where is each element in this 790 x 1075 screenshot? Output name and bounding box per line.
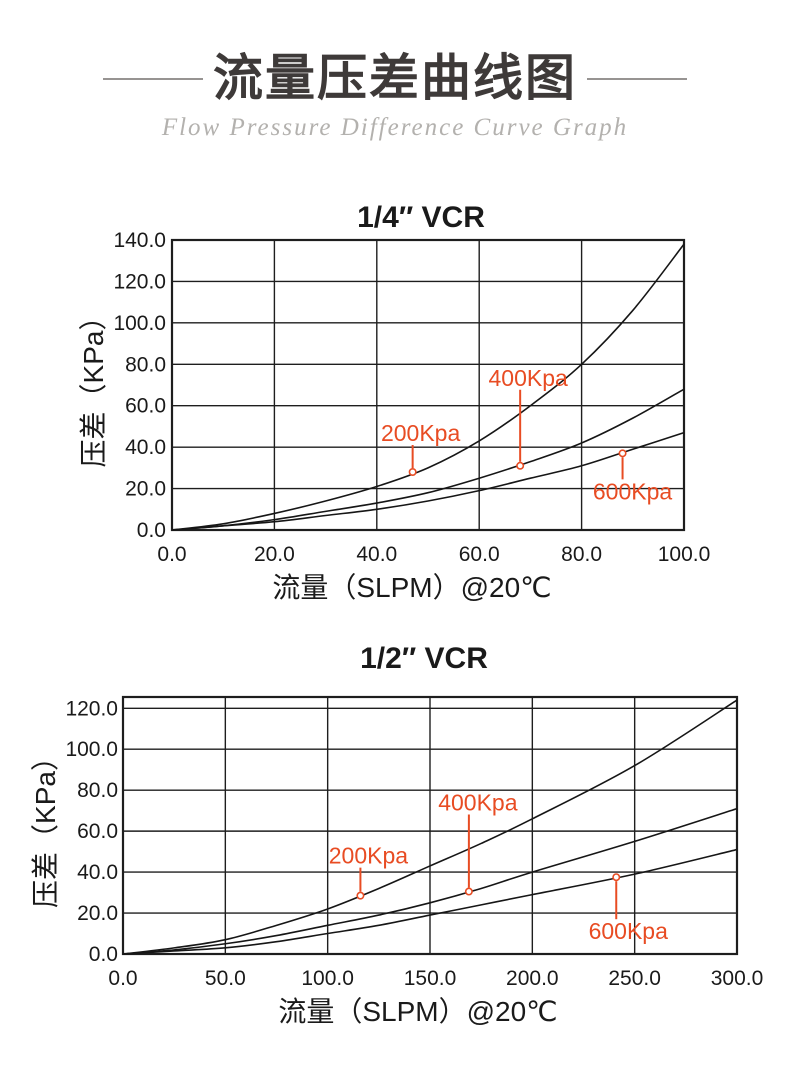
annotation-label: 400Kpa (489, 365, 569, 391)
x-axis-title: 流量（SLPM）@20℃ (272, 572, 551, 603)
chart-title: 1/2″ VCR (360, 642, 488, 675)
chart-title: 1/4″ VCR (357, 201, 485, 234)
curve-200Kpa (171, 243, 685, 531)
annotation-600Kpa: 600Kpa (593, 449, 673, 504)
annotation-label: 600Kpa (593, 478, 673, 504)
annotation-marker (516, 461, 525, 470)
annotation-marker (618, 449, 627, 458)
y-tick-label: 20.0 (77, 902, 118, 925)
x-tick-label: 200.0 (506, 967, 559, 990)
x-tick-label: 100.0 (301, 967, 354, 990)
chart-1: 1/4″ VCR 0.0 20.0 40.0 60.0 80.0 100.0 0.0 20.0 4… (78, 201, 710, 603)
title-row: 流量压差曲线图 (0, 50, 790, 108)
annotation-marker (408, 467, 417, 476)
annotation-label: 200Kpa (329, 843, 409, 869)
annotation-200Kpa: 200Kpa (381, 420, 461, 476)
annotation-marker (356, 891, 365, 900)
x-tick-label: 50.0 (205, 967, 246, 990)
y-tick-label: 100.0 (65, 738, 118, 761)
y-tick-label: 80.0 (77, 779, 118, 802)
y-tick-label: 120.0 (113, 270, 166, 293)
annotation-label: 400Kpa (438, 790, 518, 816)
annotation-marker (612, 873, 621, 882)
annotation-600Kpa: 600Kpa (589, 873, 669, 944)
y-tick-label: 60.0 (77, 820, 118, 843)
curve-600Kpa (122, 848, 738, 955)
annotation-marker (464, 887, 473, 896)
curve-400Kpa (171, 388, 685, 531)
x-tick-label: 40.0 (356, 543, 397, 566)
y-tick-labels: 0.0 20.0 40.0 60.0 80.0 100.0 120.0 140.0 (113, 229, 166, 542)
y-tick-label: 40.0 (125, 436, 166, 459)
x-axis-title: 流量（SLPM）@20℃ (278, 996, 557, 1027)
annotation-label: 600Kpa (589, 918, 669, 944)
curve-400Kpa (122, 807, 738, 955)
y-tick-label: 80.0 (125, 353, 166, 376)
x-tick-labels: 0.0 20.0 40.0 60.0 80.0 100.0 (157, 543, 710, 566)
annotation-400Kpa: 400Kpa (438, 790, 518, 896)
chart-2: 1/2″ VCR 0.0 50.0 100.0 150.0 200.0 250.0 300.0… (30, 642, 763, 1027)
header: 流量压差曲线图 Flow Pressure Difference Curve G… (0, 50, 790, 142)
y-tick-label: 120.0 (65, 697, 118, 720)
x-tick-labels: 0.0 50.0 100.0 150.0 200.0 250.0 300.0 (108, 967, 763, 990)
plot-border (170, 238, 686, 532)
y-tick-label: 40.0 (77, 861, 118, 884)
curve-200Kpa (122, 699, 738, 955)
x-tick-label: 100.0 (658, 543, 711, 566)
x-tick-label: 150.0 (404, 967, 457, 990)
title-rule-left (103, 77, 203, 80)
x-tick-label: 60.0 (459, 543, 500, 566)
annotation-200Kpa: 200Kpa (329, 843, 409, 900)
x-tick-label: 0.0 (108, 967, 137, 990)
y-tick-label: 20.0 (125, 478, 166, 501)
y-axis-title: 压差（KPa） (30, 743, 61, 908)
y-tick-label: 0.0 (137, 519, 166, 542)
page-subtitle: Flow Pressure Difference Curve Graph (161, 113, 629, 141)
plot-border (121, 695, 739, 956)
page-title: 流量压差曲线图 (213, 50, 577, 106)
y-axis-title: 压差（KPa） (78, 303, 109, 468)
x-tick-label: 20.0 (254, 543, 295, 566)
x-tick-label: 80.0 (561, 543, 602, 566)
x-tick-label: 300.0 (711, 967, 764, 990)
annotation-label: 200Kpa (381, 420, 461, 446)
y-tick-label: 60.0 (125, 395, 166, 418)
title-rule-right (587, 77, 687, 80)
curve-600Kpa (171, 431, 685, 531)
x-tick-label: 0.0 (157, 543, 186, 566)
y-tick-labels: 0.0 20.0 40.0 60.0 80.0 100.0 120.0 (65, 697, 118, 966)
x-tick-label: 250.0 (608, 967, 661, 990)
y-tick-label: 100.0 (113, 312, 166, 335)
y-tick-label: 0.0 (89, 943, 118, 966)
y-tick-label: 140.0 (113, 229, 166, 252)
annotation-400Kpa: 400Kpa (489, 365, 569, 470)
